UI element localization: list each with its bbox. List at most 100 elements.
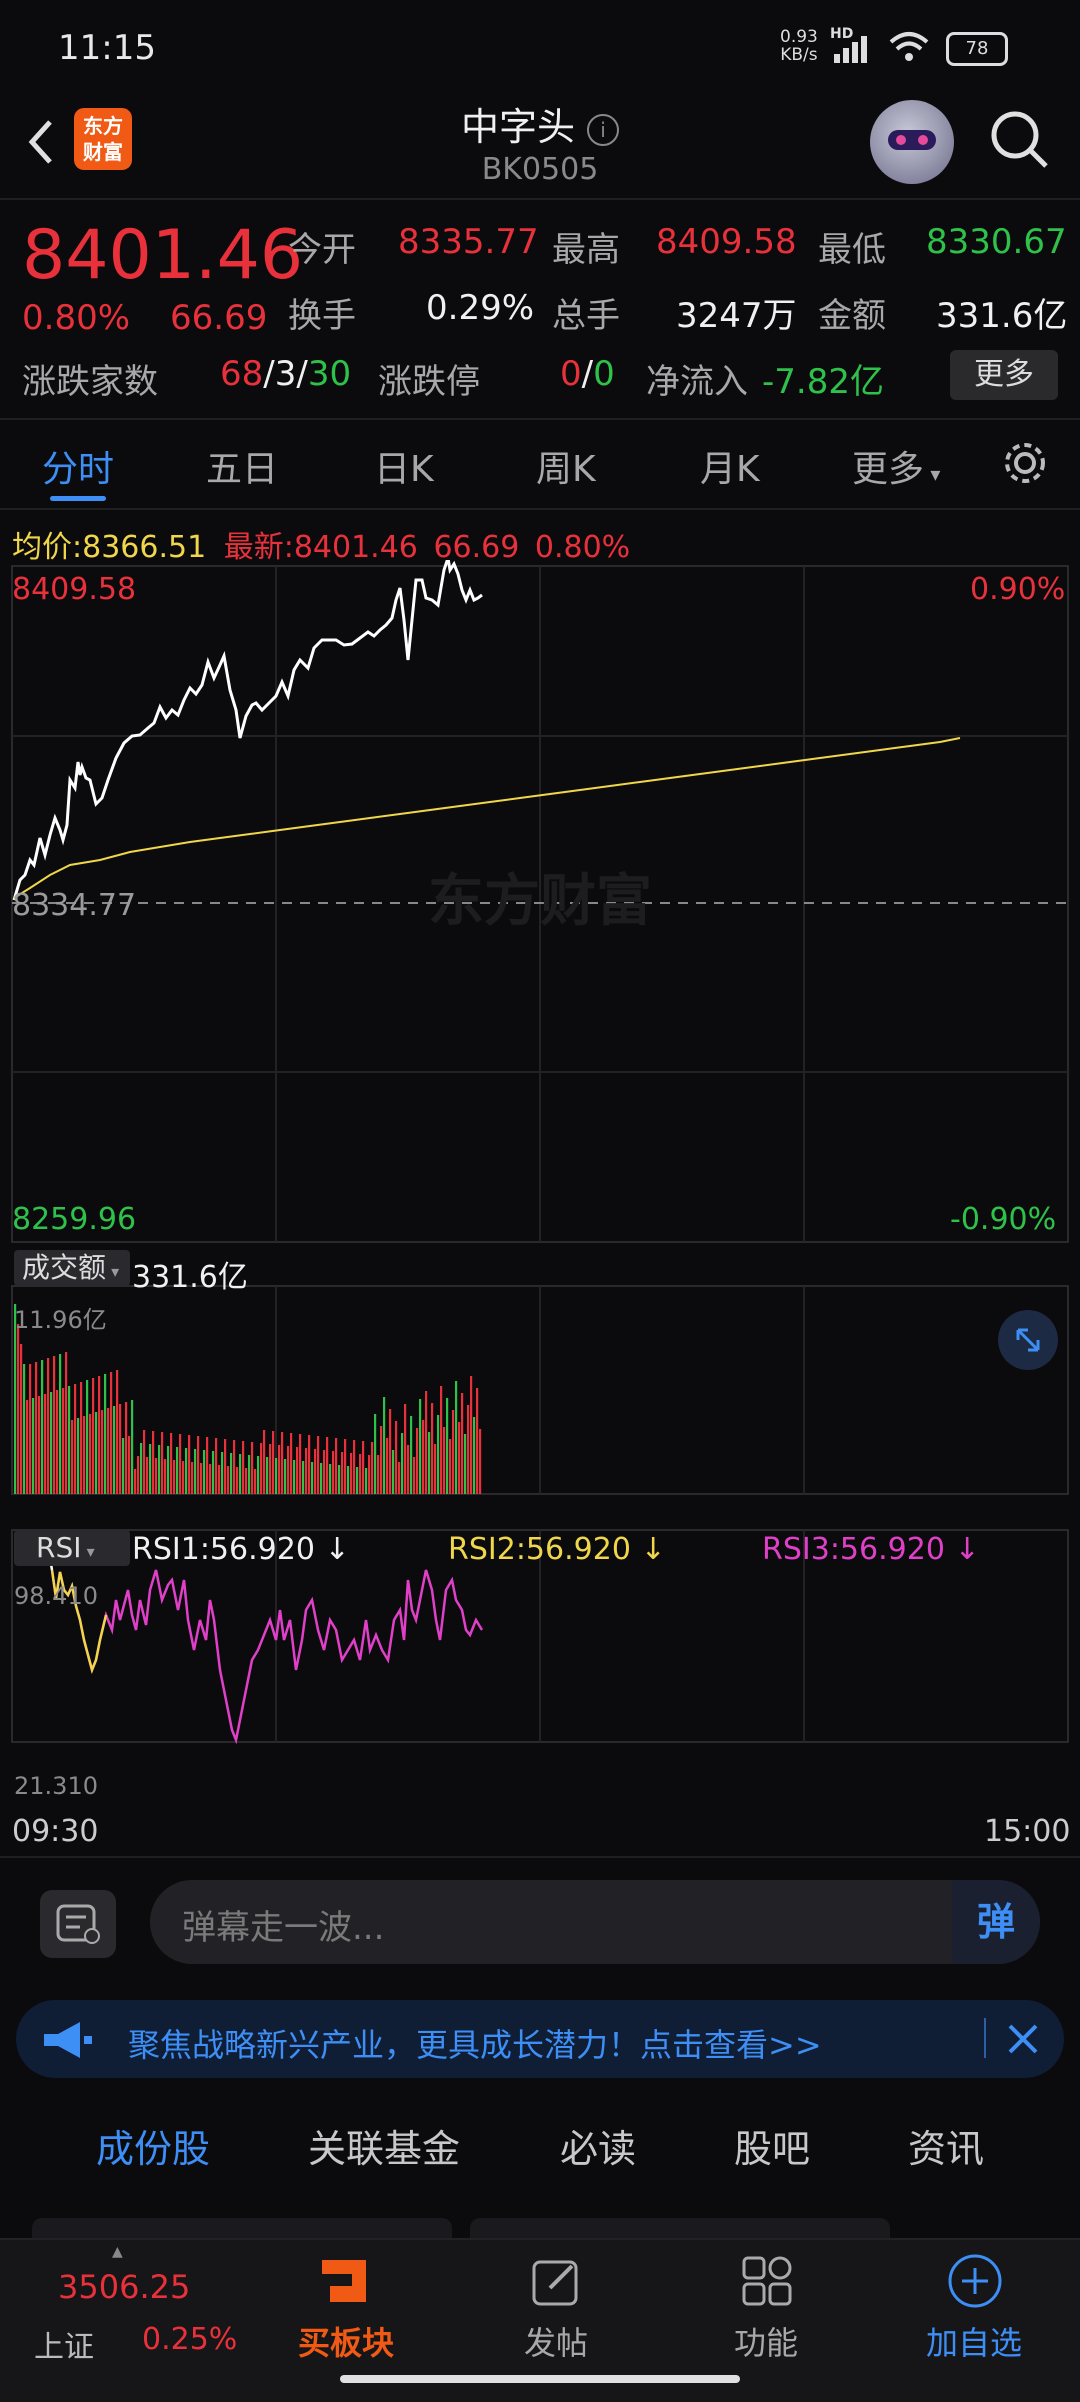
volume-bar: [68, 1386, 71, 1494]
volume-bar: [425, 1391, 428, 1494]
volume-label: 总手: [552, 296, 620, 336]
tab-weekly-k[interactable]: 周K: [536, 449, 596, 490]
volume-bar: [419, 1399, 422, 1494]
volume-bar: [149, 1444, 152, 1494]
volume-bar: [29, 1364, 32, 1494]
volume-bar: [71, 1420, 74, 1494]
volume-bar: [338, 1465, 341, 1494]
volume-bar: [185, 1448, 188, 1494]
volume-bar: [248, 1455, 251, 1494]
volume-bar: [80, 1382, 83, 1494]
info-icon[interactable]: i: [587, 113, 620, 146]
volume-bar: [140, 1443, 143, 1494]
subtab-news[interactable]: 资讯: [908, 2127, 985, 2171]
rsi-early-line: [50, 1569, 108, 1674]
danmu-input[interactable]: 弹幕走一波... 弹: [150, 1880, 1040, 1964]
volume-bar: [293, 1460, 296, 1494]
gear-icon[interactable]: [1000, 438, 1050, 488]
promo-banner[interactable]: 聚焦战略新兴产业，更具成长潜力！点击查看>>: [16, 2000, 1064, 2078]
bottom-bar: ▲ 3506.25 上证 0.25% 买板块 发帖 功能 加自选: [0, 2238, 1080, 2402]
volume-bar: [464, 1434, 467, 1494]
rsi1-value: RSI1:56.920 ↓: [132, 1532, 350, 1567]
volume-bar: [251, 1442, 254, 1494]
more-button[interactable]: 更多: [950, 350, 1058, 400]
home-indicator[interactable]: [340, 2375, 740, 2383]
volume-bar: [272, 1431, 275, 1494]
volume-selector[interactable]: 成交额 ▾: [14, 1250, 130, 1286]
page-title: 中字头 i: [0, 96, 1080, 151]
volume-bar: [392, 1450, 395, 1494]
low-value: 8330.67: [926, 222, 1067, 262]
volume-bar: [125, 1402, 128, 1494]
volume-bar: [257, 1456, 260, 1494]
low-label: 最低: [818, 230, 886, 270]
pct-axis-bottom: -0.90%: [950, 1202, 1057, 1237]
tab-five-day[interactable]: 五日: [206, 449, 279, 490]
volume-bar: [479, 1429, 482, 1494]
volume-bar: [365, 1468, 368, 1494]
chart-legend: 均价:8366.51 最新:8401.46 66.69 0.80%: [12, 530, 631, 565]
danmu-send-button[interactable]: 弹: [952, 1880, 1040, 1964]
megaphone-icon: [44, 2022, 92, 2058]
volume-bar: [164, 1459, 167, 1494]
current-price: 8401.46: [22, 216, 304, 295]
caret-down-icon: ▾: [924, 462, 941, 486]
subtab-constituents[interactable]: 成份股: [96, 2127, 211, 2171]
volume-bar: [239, 1454, 242, 1494]
volume-bar: [95, 1412, 98, 1494]
expand-icon[interactable]: [998, 1310, 1058, 1370]
volume-bar: [260, 1443, 263, 1494]
intraday-chart[interactable]: 东方财富: [0, 560, 1080, 1860]
high-label: 最高: [552, 230, 620, 270]
volume-bar: [266, 1457, 269, 1494]
banner-divider: [984, 2018, 986, 2058]
watermark: 东方财富: [428, 869, 652, 934]
volume-bar: [17, 1324, 20, 1494]
subtab-related-funds[interactable]: 关联基金: [308, 2127, 461, 2171]
volume-bar: [341, 1452, 344, 1494]
tab-more[interactable]: 更多 ▾: [852, 449, 941, 490]
close-icon[interactable]: [1006, 2022, 1040, 2056]
pct-axis-top: 0.90%: [970, 572, 1066, 607]
robot-avatar-icon[interactable]: [870, 100, 954, 184]
search-icon[interactable]: [988, 108, 1052, 172]
volume-bar: [353, 1440, 356, 1494]
volume-bar: [56, 1390, 59, 1494]
tab-monthly-k[interactable]: 月K: [700, 449, 760, 490]
volume-bar: [113, 1406, 116, 1494]
card-peek: [32, 2218, 452, 2238]
subtab-must-read[interactable]: 必读: [560, 2127, 637, 2171]
rsi-selector[interactable]: RSI ▾: [14, 1530, 130, 1566]
tab-daily-k[interactable]: 日K: [374, 449, 434, 490]
card-peek: [470, 2218, 890, 2238]
subtab-forum[interactable]: 股吧: [734, 2127, 811, 2171]
price-line: [12, 560, 483, 901]
divider: [0, 198, 1080, 200]
volume-bar: [305, 1448, 308, 1494]
volume-bar: [14, 1304, 17, 1494]
volume-bar: [350, 1453, 353, 1494]
app-logo: 东方财富: [74, 108, 132, 170]
tab-intraday[interactable]: 分时: [42, 449, 115, 490]
volume-bar: [281, 1432, 284, 1494]
volume-bar: [92, 1378, 95, 1494]
volume-bar: [134, 1469, 137, 1494]
volume-bar: [32, 1398, 35, 1494]
volume-bar: [299, 1434, 302, 1494]
volume-bar: [170, 1433, 173, 1494]
volume-bar: [356, 1467, 359, 1494]
volume-bar: [194, 1449, 197, 1494]
volume-bar: [59, 1354, 62, 1494]
volume-bar: [179, 1434, 182, 1494]
rsi2-value: RSI2:56.920 ↓: [448, 1532, 666, 1567]
volume-bar: [416, 1428, 419, 1494]
volume-bar: [446, 1398, 449, 1494]
volume-bar: [458, 1422, 461, 1494]
back-icon[interactable]: [22, 112, 62, 172]
volume-bar: [38, 1396, 41, 1494]
volume-bar: [167, 1446, 170, 1494]
volume-bar: [89, 1414, 92, 1494]
volume-bar: [182, 1461, 185, 1494]
volume-bar: [329, 1464, 332, 1494]
danmu-settings-icon[interactable]: [40, 1890, 116, 1958]
